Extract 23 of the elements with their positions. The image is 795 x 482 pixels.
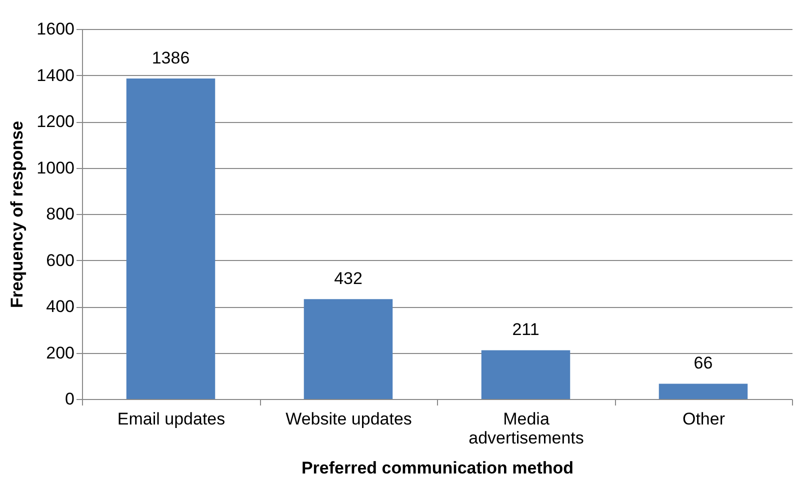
x-tick-label: Other bbox=[682, 410, 726, 428]
x-tick-label: Email updates bbox=[117, 410, 226, 428]
data-label: 432 bbox=[334, 269, 362, 288]
y-tick-label: 600 bbox=[46, 250, 74, 270]
y-tick-label: 800 bbox=[46, 204, 74, 224]
bar bbox=[658, 384, 748, 399]
y-tick-label: 200 bbox=[46, 343, 74, 362]
bar bbox=[304, 299, 393, 399]
data-label: 66 bbox=[694, 354, 713, 373]
y-tick-label: 1600 bbox=[36, 20, 74, 38]
y-axis-title: Frequency of response bbox=[8, 120, 27, 308]
y-tick-label: 0 bbox=[65, 390, 74, 408]
data-label: 1386 bbox=[152, 48, 190, 68]
y-tick-label: 1000 bbox=[36, 158, 74, 178]
data-label: 211 bbox=[512, 320, 540, 340]
x-axis-title: Preferred communication method bbox=[301, 458, 574, 478]
x-tick-label: Media advertisements bbox=[468, 410, 584, 448]
x-tick-label: Website updates bbox=[286, 410, 412, 428]
y-tick-label: 1200 bbox=[36, 112, 74, 131]
bar bbox=[126, 78, 216, 399]
y-tick-label: 1400 bbox=[36, 66, 74, 85]
y-tick-label: 400 bbox=[46, 297, 74, 316]
bar bbox=[481, 350, 570, 399]
